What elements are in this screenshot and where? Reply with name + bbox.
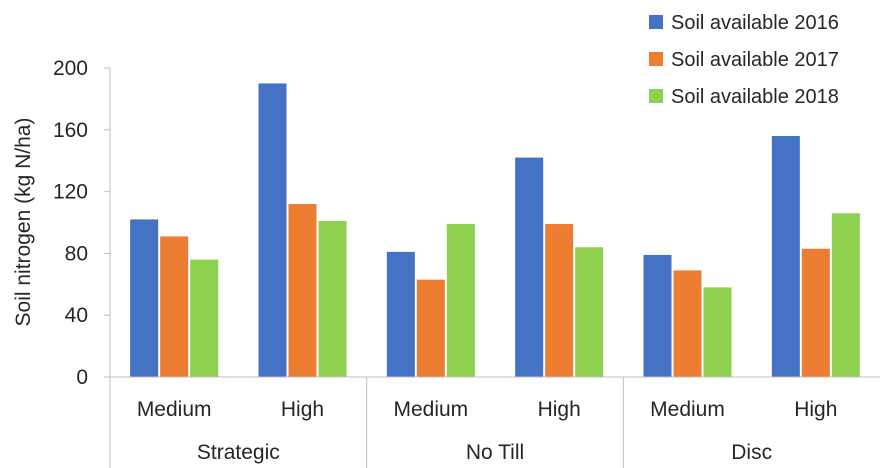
y-tick-label: 200 — [53, 57, 88, 80]
bar — [258, 83, 287, 377]
legend: Soil available 2016 Soil available 2017 So… — [649, 12, 839, 108]
bar — [545, 224, 574, 377]
x-group-label: Strategic — [197, 441, 280, 464]
bar — [288, 203, 317, 377]
y-tick-label: 160 — [53, 119, 88, 142]
bar — [575, 247, 604, 377]
y-tick-label: 40 — [65, 304, 88, 327]
bar — [446, 224, 475, 377]
bars-layer — [130, 83, 860, 377]
y-tick-label: 120 — [53, 181, 88, 204]
legend-swatch — [649, 52, 663, 66]
bar — [673, 270, 702, 377]
x-category-label: High — [538, 398, 581, 421]
bar — [160, 236, 189, 377]
x-group-label: No Till — [466, 441, 524, 464]
bar — [318, 220, 347, 377]
legend-label: Soil available 2017 — [671, 49, 839, 71]
x-category-label: High — [281, 398, 324, 421]
axes-layer: 0 40 80 120 160 200 Medium High Medium High Medium… — [53, 57, 880, 468]
bar — [801, 248, 830, 377]
y-tick-label: 80 — [65, 242, 88, 265]
x-category-label: High — [794, 398, 837, 421]
bar — [643, 254, 672, 377]
bar — [771, 135, 800, 377]
y-tick-label: 0 — [76, 366, 88, 389]
bar — [190, 259, 219, 377]
bar — [416, 279, 445, 377]
x-category-label: Medium — [137, 398, 212, 421]
x-category-label: Medium — [650, 398, 725, 421]
bar — [515, 157, 544, 377]
legend-label: Soil available 2016 — [671, 12, 839, 34]
legend-swatch — [649, 15, 663, 29]
legend-swatch — [649, 89, 663, 103]
bar — [831, 213, 860, 377]
bar — [703, 287, 732, 377]
bar — [386, 251, 415, 377]
bar — [130, 219, 159, 377]
legend-label: Soil available 2018 — [671, 86, 839, 108]
x-category-label: Medium — [393, 398, 468, 421]
y-axis-title: Soil nitrogen (kg N/ha) — [12, 118, 35, 327]
x-group-label: Disc — [731, 441, 772, 464]
